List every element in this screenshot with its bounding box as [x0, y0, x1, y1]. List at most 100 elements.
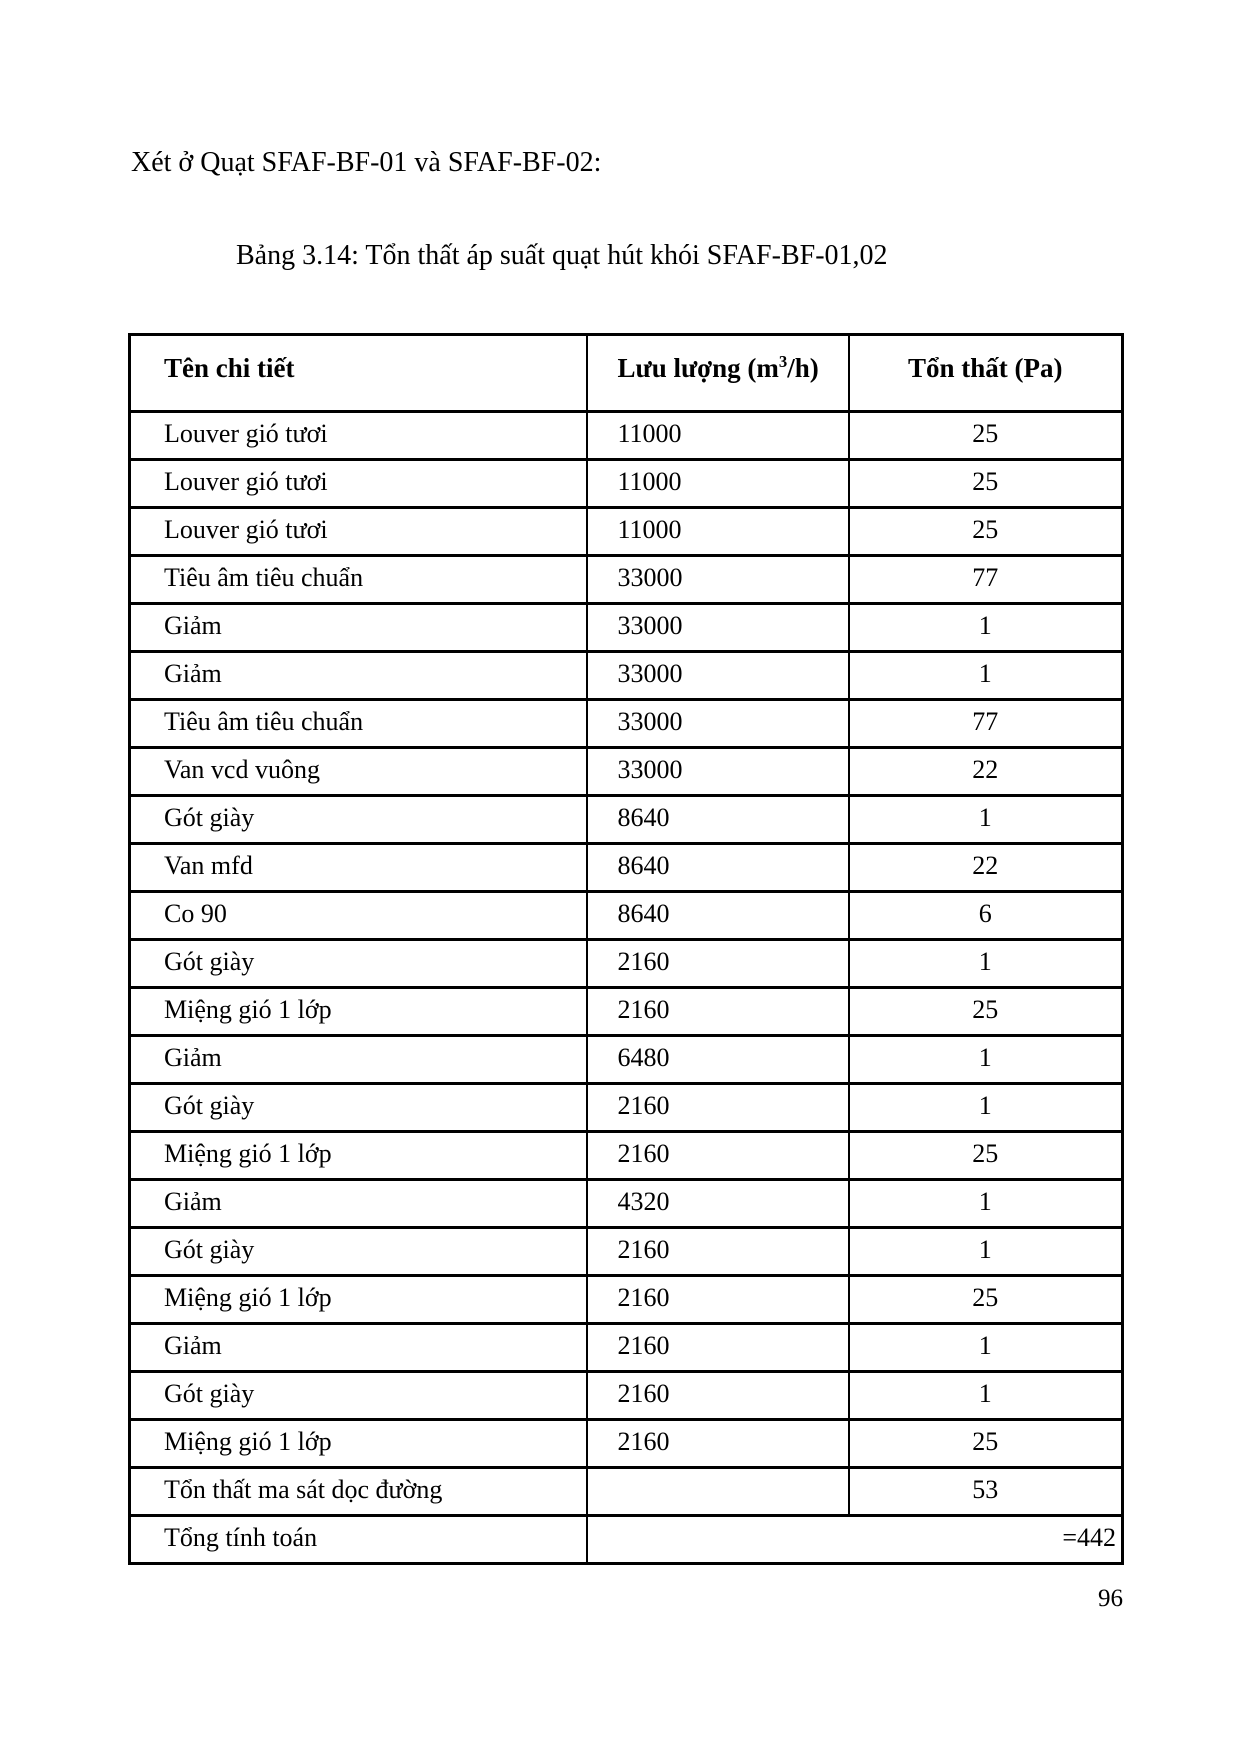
table-row: Giảm 4320 1 — [128, 1178, 1124, 1229]
table-row: Miệng gió 1 lớp 2160 25 — [128, 986, 1124, 1037]
cell-loss: 77 — [847, 698, 1124, 749]
cell-loss: 1 — [847, 1178, 1124, 1229]
cell-name: Van mfd — [128, 842, 588, 893]
cell-loss: 77 — [847, 554, 1124, 605]
cell-loss: 25 — [847, 458, 1124, 509]
cell-loss: 1 — [847, 1322, 1124, 1373]
table-row: Gót giày 2160 1 — [128, 938, 1124, 989]
cell-loss: 1 — [847, 1082, 1124, 1133]
table-row: Louver gió tươi 11000 25 — [128, 506, 1124, 557]
table-row: Louver gió tươi 11000 25 — [128, 410, 1124, 461]
table-row: Gót giày 2160 1 — [128, 1226, 1124, 1277]
pressure-loss-table: Tên chi tiết Lưu lượng (m3/h) Tổn thất (… — [128, 333, 1124, 1565]
header-ten-chi-tiet: Tên chi tiết — [128, 333, 588, 413]
total-label: Tổng tính toán — [128, 1514, 588, 1565]
table-row: Giảm 2160 1 — [128, 1322, 1124, 1373]
cell-flow: 33000 — [585, 650, 850, 701]
cell-flow: 8640 — [585, 794, 850, 845]
cell-loss: 25 — [847, 1418, 1124, 1469]
table-row: Miệng gió 1 lớp 2160 25 — [128, 1130, 1124, 1181]
cell-flow: 2160 — [585, 1226, 850, 1277]
cell-name: Giảm — [128, 650, 588, 701]
table-row: Tiêu âm tiêu chuẩn 33000 77 — [128, 698, 1124, 749]
cell-name: Louver gió tươi — [128, 506, 588, 557]
table-row: Giảm 33000 1 — [128, 650, 1124, 701]
cell-loss: 1 — [847, 602, 1124, 653]
cell-loss: 22 — [847, 746, 1124, 797]
cell-flow: 4320 — [585, 1178, 850, 1229]
table-row: Tiêu âm tiêu chuẩn 33000 77 — [128, 554, 1124, 605]
total-value: =442 — [585, 1514, 1124, 1565]
cell-name: Co 90 — [128, 890, 588, 941]
cell-flow: 11000 — [585, 410, 850, 461]
section-heading: Xét ở Quạt SFAF-BF-01 và SFAF-BF-02: — [131, 147, 602, 178]
cell-flow: 2160 — [585, 986, 850, 1037]
table-row: Van mfd 8640 22 — [128, 842, 1124, 893]
cell-name: Tiêu âm tiêu chuẩn — [128, 698, 588, 749]
table-total-row: Tổng tính toán =442 — [128, 1514, 1124, 1565]
cell-name: Gót giày — [128, 1370, 588, 1421]
cell-loss: 1 — [847, 938, 1124, 989]
cell-name: Gót giày — [128, 938, 588, 989]
cell-flow: 2160 — [585, 1130, 850, 1181]
table-row: Giảm 33000 1 — [128, 602, 1124, 653]
cell-flow: 33000 — [585, 554, 850, 605]
cell-loss: 25 — [847, 410, 1124, 461]
table-header-row: Tên chi tiết Lưu lượng (m3/h) Tổn thất (… — [128, 333, 1124, 413]
cell-flow: 6480 — [585, 1034, 850, 1085]
cell-flow: 2160 — [585, 1082, 850, 1133]
cell-name: Miệng gió 1 lớp — [128, 1130, 588, 1181]
cell-name: Gót giày — [128, 1226, 588, 1277]
cell-loss: 25 — [847, 506, 1124, 557]
cell-name: Miệng gió 1 lớp — [128, 986, 588, 1037]
cell-loss: 1 — [847, 794, 1124, 845]
cell-flow: 11000 — [585, 458, 850, 509]
table-row: Gót giày 2160 1 — [128, 1370, 1124, 1421]
cell-name: Tổn thất ma sát dọc đường — [128, 1466, 588, 1517]
cell-name: Van vcd vuông — [128, 746, 588, 797]
cell-flow: 2160 — [585, 1370, 850, 1421]
table-caption: Bảng 3.14: Tổn thất áp suất quạt hút khó… — [236, 240, 888, 271]
table-row: Miệng gió 1 lớp 2160 25 — [128, 1418, 1124, 1469]
cell-flow: 8640 — [585, 890, 850, 941]
table-row: Gót giày 8640 1 — [128, 794, 1124, 845]
cell-flow: 2160 — [585, 938, 850, 989]
cell-loss: 1 — [847, 1370, 1124, 1421]
cell-name: Gót giày — [128, 794, 588, 845]
cell-name: Giảm — [128, 1322, 588, 1373]
cell-flow: 2160 — [585, 1418, 850, 1469]
table-row: Van vcd vuông 33000 22 — [128, 746, 1124, 797]
cell-name: Miệng gió 1 lớp — [128, 1274, 588, 1325]
cell-loss: 25 — [847, 1130, 1124, 1181]
table-row: Giảm 6480 1 — [128, 1034, 1124, 1085]
header-luu-luong-superscript: 3 — [778, 352, 788, 371]
cell-loss: 1 — [847, 650, 1124, 701]
cell-flow: 33000 — [585, 698, 850, 749]
header-ton-that: Tổn thất (Pa) — [847, 333, 1124, 413]
cell-loss: 1 — [847, 1034, 1124, 1085]
table-row: Gót giày 2160 1 — [128, 1082, 1124, 1133]
cell-flow: 11000 — [585, 506, 850, 557]
table-row: Tổn thất ma sát dọc đường 53 — [128, 1466, 1124, 1517]
table-row: Louver gió tươi 11000 25 — [128, 458, 1124, 509]
cell-name: Giảm — [128, 1178, 588, 1229]
cell-loss: 6 — [847, 890, 1124, 941]
cell-flow: 2160 — [585, 1322, 850, 1373]
cell-flow: 2160 — [585, 1274, 850, 1325]
cell-name: Tiêu âm tiêu chuẩn — [128, 554, 588, 605]
table-body: Louver gió tươi 11000 25 Louver gió tươi 110… — [128, 410, 1124, 1565]
cell-flow: 33000 — [585, 746, 850, 797]
cell-name: Louver gió tươi — [128, 458, 588, 509]
header-luu-luong-prefix: Lưu lượng (m — [617, 353, 779, 383]
header-luu-luong: Lưu lượng (m3/h) — [585, 333, 850, 413]
cell-name: Giảm — [128, 1034, 588, 1085]
header-luu-luong-suffix: /h) — [787, 353, 819, 383]
cell-flow — [585, 1466, 850, 1517]
cell-flow: 8640 — [585, 842, 850, 893]
cell-name: Giảm — [128, 602, 588, 653]
table-row: Co 90 8640 6 — [128, 890, 1124, 941]
cell-name: Gót giày — [128, 1082, 588, 1133]
cell-loss: 1 — [847, 1226, 1124, 1277]
cell-flow: 33000 — [585, 602, 850, 653]
